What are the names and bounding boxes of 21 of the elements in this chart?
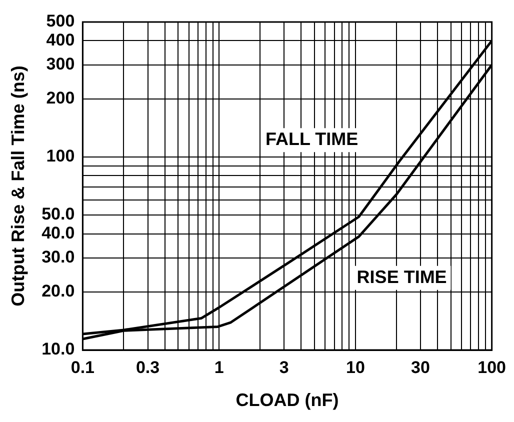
y-axis-title: Output Rise & Fall Time (ns) [8, 66, 28, 306]
y-tick-label: 40.0 [42, 223, 75, 242]
x-tick-label: 3 [279, 358, 289, 377]
y-tick-label: 300 [46, 54, 75, 74]
annotation: RISE TIME [356, 266, 447, 287]
y-tick-label: 20.0 [42, 282, 75, 301]
y-tick-label: 30.0 [42, 248, 75, 267]
x-tick-label: 1 [214, 358, 224, 377]
y-tick-label: 500 [46, 12, 75, 31]
y-tick-label: 50.0 [42, 204, 75, 224]
x-tick-label: 0.3 [136, 358, 160, 377]
annotation: FALL TIME [265, 129, 358, 150]
y-tick-label: 10.0 [42, 340, 75, 359]
y-tick-label: 100 [46, 146, 75, 166]
x-tick-label: 0.1 [70, 358, 95, 377]
x-tick-label: 30 [411, 358, 430, 377]
y-tick-label: 200 [46, 88, 75, 108]
x-axis-title: CLOAD (nF) [236, 390, 339, 410]
x-tick-label: 10 [346, 358, 365, 377]
x-tick-label: 100 [478, 358, 506, 377]
y-tick-label: 400 [46, 30, 75, 50]
